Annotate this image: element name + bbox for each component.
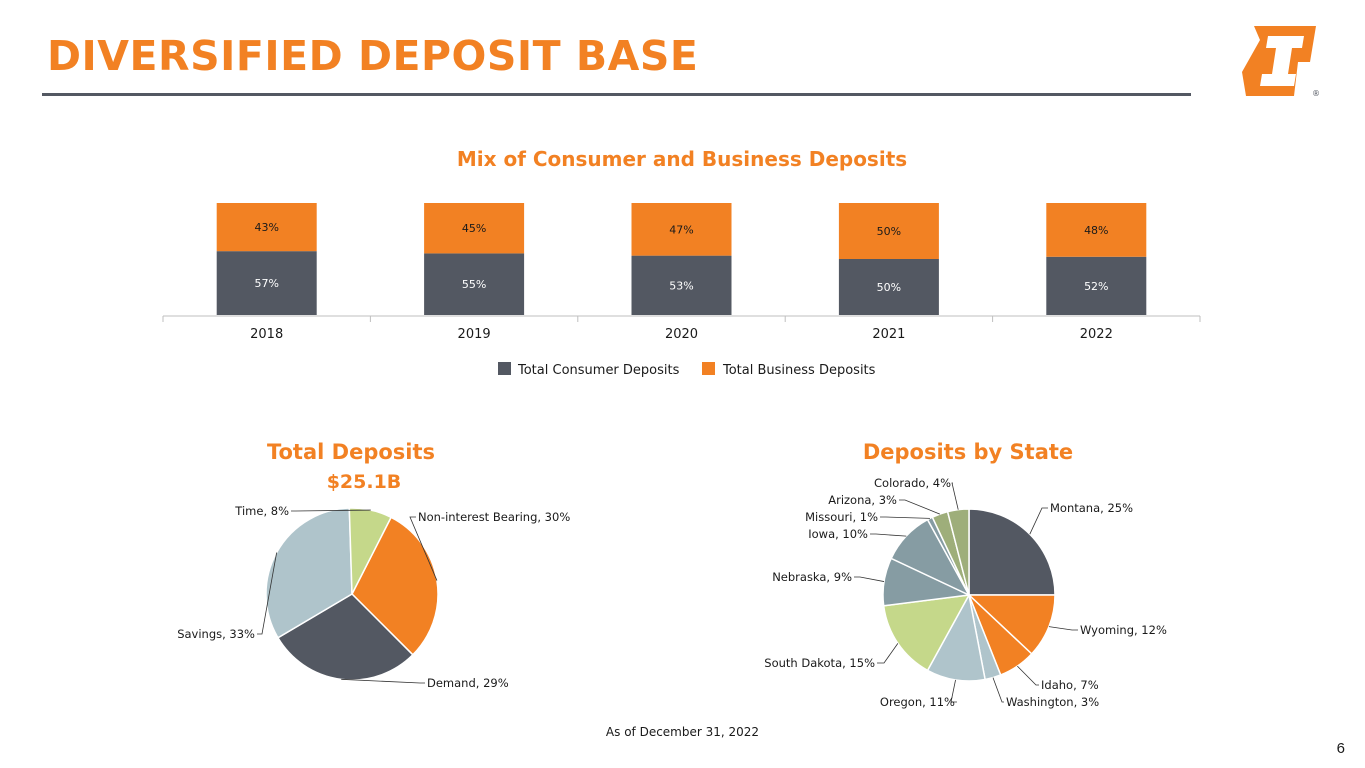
slice-label: Arizona, 3%	[828, 493, 897, 507]
slice-label: Oregon, 11%	[880, 695, 955, 709]
business-value-label: 45%	[462, 222, 486, 235]
x-tick-label: 2021	[872, 327, 905, 342]
logo-letter	[1260, 36, 1304, 86]
consumer-value-label: 55%	[462, 278, 486, 291]
bar-consumer	[1046, 256, 1147, 315]
slice-label: Washington, 3%	[1006, 695, 1099, 709]
leader-line	[950, 679, 957, 703]
pie-slice	[967, 594, 1056, 655]
title-divider	[42, 93, 1191, 96]
business-value-label: 48%	[1084, 224, 1108, 237]
slice-label: Iowa, 10%	[808, 527, 868, 541]
slice-label: Missouri, 1%	[805, 510, 878, 524]
bar-business	[424, 203, 525, 254]
bar-chart-title: Mix of Consumer and Business Deposits	[457, 147, 907, 171]
business-value-label: 47%	[669, 223, 693, 236]
slice-label: Demand, 29%	[427, 676, 509, 690]
total-deposits-title: Total Deposits	[267, 440, 435, 464]
legend-label-consumer: Total Consumer Deposits	[517, 363, 680, 378]
x-tick-label: 2019	[458, 327, 491, 342]
leader-line	[1017, 665, 1039, 686]
leader-line	[992, 677, 1004, 703]
x-tick-label: 2022	[1080, 327, 1113, 342]
business-value-label: 50%	[877, 225, 901, 238]
company-logo: ®	[1242, 26, 1320, 98]
leader-line	[899, 499, 941, 515]
bar-business	[216, 203, 317, 252]
state-labels: Montana, 25% Wyoming, 12% Idaho, 7% Washing…	[764, 476, 1167, 709]
slice-label: South Dakota, 15%	[764, 656, 875, 670]
leader-line	[409, 516, 438, 581]
total-deposits-amount: $25.1B	[327, 471, 402, 493]
bar-business	[838, 203, 939, 259]
x-tick-label: 2020	[665, 327, 698, 342]
pie-slice	[882, 594, 971, 672]
legend-label-business: Total Business Deposits	[722, 363, 876, 378]
slice-label: Savings, 33%	[177, 627, 255, 641]
consumer-value-label: 50%	[877, 281, 901, 294]
bar-legend: Total Consumer Deposits Total Business D…	[498, 362, 876, 378]
leader-line	[854, 576, 885, 582]
deposit-mix-chart: Mix of Consumer and Business Deposits 57…	[162, 147, 1201, 378]
slice-label: Non-interest Bearing, 30%	[418, 510, 570, 524]
leader-line	[870, 533, 907, 537]
leader-line	[877, 643, 899, 664]
x-tick-label: 2018	[250, 327, 283, 342]
bar-consumer	[631, 255, 732, 315]
leader-line	[291, 509, 371, 512]
as-of-date: As of December 31, 2022	[605, 725, 760, 739]
business-value-label: 43%	[254, 221, 278, 234]
leader-line	[341, 678, 425, 684]
page-number: 6	[1336, 740, 1345, 757]
leader-line	[257, 552, 278, 635]
pie-slice	[946, 508, 970, 596]
legend-swatch-business	[702, 362, 715, 375]
slice-label: Colorado, 4%	[874, 476, 951, 490]
pie-slice	[348, 507, 393, 595]
slice-label: Wyoming, 12%	[1080, 623, 1167, 637]
consumer-value-label: 57%	[254, 277, 278, 290]
leader-line	[951, 482, 959, 510]
bar-consumer	[838, 259, 939, 315]
x-axis-ticks: 2018 2019 2020 2021 2022	[162, 316, 1201, 342]
registered-mark: ®	[1312, 89, 1320, 98]
bar-consumer	[216, 251, 317, 315]
slice-label: Idaho, 7%	[1041, 678, 1099, 692]
slice-label: Nebraska, 9%	[772, 570, 852, 584]
leader-line	[880, 516, 930, 519]
state-slices	[882, 508, 1056, 682]
consumer-value-label: 53%	[669, 279, 693, 292]
state-deposits-title: Deposits by State	[863, 440, 1073, 464]
total-deposits-slices	[265, 507, 439, 681]
leader-line	[1048, 626, 1078, 631]
leader-line	[1029, 507, 1048, 535]
bar-group: 57% 43% 55% 45% 53% 47% 50% 50% 52% 48%	[216, 203, 1147, 315]
bar-consumer	[424, 253, 525, 315]
bar-business	[631, 203, 732, 256]
bar-business	[1046, 203, 1147, 257]
legend-swatch-consumer	[498, 362, 511, 375]
consumer-value-label: 52%	[1084, 280, 1108, 293]
slice-label: Montana, 25%	[1050, 501, 1133, 515]
pie-slice	[265, 507, 353, 639]
slice-label: Time, 8%	[234, 504, 289, 518]
pie-slice	[968, 508, 1056, 596]
total-deposits-labels: Non-interest Bearing, 30% Demand, 29% Savi…	[177, 504, 570, 690]
slide-title: DIVERSIFIED DEPOSIT BASE	[47, 32, 699, 80]
